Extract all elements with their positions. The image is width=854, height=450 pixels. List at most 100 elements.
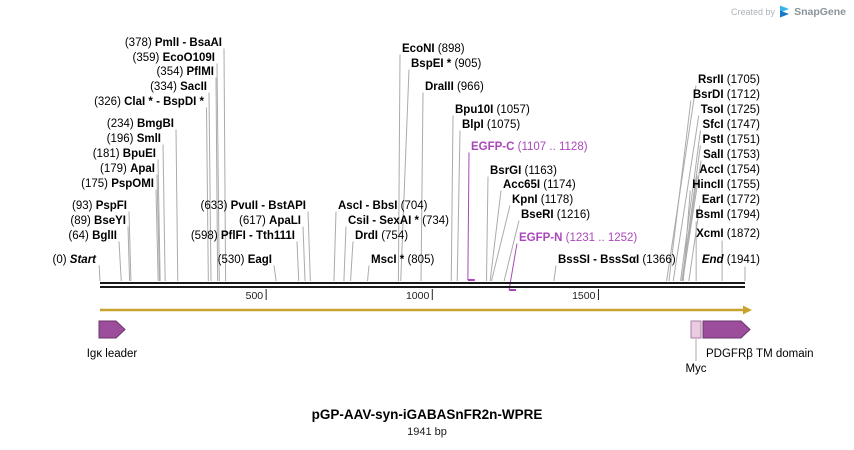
site-leader-bmgbi (175, 129, 179, 282)
site-label-sfci[interactable]: SfcI (1747) (702, 119, 760, 131)
feature-pdgfr-tm-domain[interactable] (702, 320, 751, 339)
site-label-bpuei[interactable]: (181) BpuEI (93, 148, 156, 160)
feature-label-ig-leader[interactable]: Igκ leader (87, 348, 138, 360)
site-leader-bseri (503, 220, 520, 282)
site-label-csii-sexai[interactable]: CsiI - SexAI * (734) (348, 215, 449, 227)
credit-prefix-text: Created by (731, 6, 776, 17)
site-leader-acc65i (489, 190, 502, 282)
site-label-pflfi-tth111i[interactable]: (598) PflFI - Tth111I (191, 230, 295, 242)
site-label-bpu10i[interactable]: Bpu10I (1057) (455, 104, 530, 116)
site-label-bsmi[interactable]: BsmI (1794) (695, 209, 760, 221)
site-leader-csii-sexai (343, 226, 347, 282)
site-label-start[interactable]: (0) Start (53, 254, 98, 266)
site-leader-asci-bbsi (333, 211, 337, 282)
site-leader-pspfi (128, 211, 132, 282)
site-leader-ecoo109i (216, 63, 220, 282)
site-label-smli[interactable]: (196) SmlI (107, 133, 161, 145)
plasmid-length: 1941 bp (407, 426, 447, 438)
site-leader-bsrdi (668, 100, 692, 282)
site-leader-clai-bspdi (206, 107, 209, 282)
site-label-egfp-c[interactable]: EGFP-C (1107 .. 1128) (471, 141, 588, 153)
site-label-kpni[interactable]: KpnI (1178) (512, 194, 573, 206)
site-label-end[interactable]: End (1941) (702, 254, 760, 266)
site-leader-sfci (680, 130, 701, 282)
site-label-bglii[interactable]: (64) BglII (68, 230, 117, 242)
feature-label-pdgfr-tm-domain[interactable]: PDGFRβ TM domain (706, 348, 814, 360)
site-label-blpi[interactable]: BlpI (1075) (462, 119, 520, 131)
title-block: pGP-AAV-syn-iGABASnFR2n-WPRE 1941 bp (0, 407, 854, 438)
site-leader-start (98, 265, 101, 282)
site-label-bsrgi[interactable]: BsrGI (1163) (490, 165, 557, 177)
site-leader-pspomi (155, 189, 159, 282)
site-leader-econi (397, 54, 401, 282)
site-label-asci-bbsi[interactable]: AscI - BbsI (704) (338, 200, 428, 212)
backbone-arrowhead-icon (743, 305, 752, 315)
ruler-label-500: 500 (246, 290, 264, 302)
site-label-apai[interactable]: (179) ApaI (100, 163, 155, 175)
credit-brand-text: SnapGene (794, 5, 846, 18)
site-leader-tsoi (672, 115, 700, 282)
site-label-pspfi[interactable]: (93) PspFI (72, 200, 127, 212)
site-label-rsrii[interactable]: RsrII (1705) (698, 74, 760, 86)
site-leader-bspei (400, 69, 410, 282)
site-label-drdi[interactable]: DrdI (754) (355, 230, 408, 242)
site-leader-apai (156, 174, 160, 282)
site-leader-bseyi (127, 226, 131, 282)
leader-lines-layer (98, 48, 746, 291)
feature-myc[interactable] (690, 320, 702, 339)
site-label-tsoi[interactable]: TsoI (1725) (701, 104, 760, 116)
site-label-draiii[interactable]: DraIII (966) (425, 81, 484, 93)
site-label-xcmi[interactable]: XcmI (1872) (696, 228, 760, 240)
site-leader-draiii (420, 92, 424, 282)
site-label-bspei[interactable]: BspEI * (905) (411, 58, 481, 70)
site-leader-bsssi-bsss-i (553, 265, 557, 282)
site-label-econi[interactable]: EcoNI (898) (402, 43, 465, 55)
site-label-eari[interactable]: EarI (1772) (702, 194, 760, 206)
site-label-pspomi[interactable]: (175) PspOMI (81, 178, 154, 190)
site-leader-pvuii-bstapi (307, 211, 311, 282)
site-leader-acci (682, 175, 698, 282)
site-label-acci[interactable]: AccI (1754) (699, 164, 760, 176)
site-leader-pflmi (215, 77, 219, 282)
site-leader-eari (688, 205, 701, 282)
site-leader-bsrgi (485, 176, 489, 282)
feature-label-myc[interactable]: Myc (685, 363, 706, 375)
feature-ig-leader[interactable] (98, 320, 126, 339)
site-leader-sacii (208, 92, 212, 282)
site-label-hincii[interactable]: HincII (1755) (692, 179, 760, 191)
site-leader-apali (302, 226, 306, 282)
site-label-bseyi[interactable]: (89) BseYI (70, 215, 126, 227)
site-label-pflmi[interactable]: (354) PflMI (156, 66, 214, 78)
site-label-psti[interactable]: PstI (1751) (702, 134, 760, 146)
site-label-acc65i[interactable]: Acc65I (1174) (503, 179, 576, 191)
map-layer: 500 1000 1500 (100, 282, 752, 315)
site-label-egfp-n[interactable]: EGFP-N (1231 .. 1252) (519, 232, 637, 244)
site-labels-layer: (378) PmlI - BsaAI (359) EcoO109I (354) Pf… (53, 37, 761, 266)
site-leader-msci (367, 265, 370, 282)
site-label-bseri[interactable]: BseRI (1216) (521, 209, 590, 221)
site-label-bsrdi[interactable]: BsrDI (1712) (693, 89, 760, 101)
site-leader-egfp-c (467, 152, 470, 281)
site-label-bmgbi[interactable]: (234) BmgBI (107, 118, 174, 130)
site-leader-bpuei (157, 159, 161, 282)
site-label-ecoo109i[interactable]: (359) EcoO109I (133, 52, 215, 64)
site-leader-pmli-bsaai (223, 48, 227, 282)
site-leader-drdi (350, 241, 354, 282)
site-label-apali[interactable]: (617) ApaLI (239, 215, 301, 227)
site-leader-bpu10i (450, 115, 454, 282)
site-label-eagi[interactable]: (530) EagI (218, 254, 272, 266)
site-leader-kpni (490, 205, 511, 282)
site-label-bsssi-bsss-i[interactable]: BssSI - BssSαI (1366) (558, 254, 676, 266)
plasmid-name: pGP-AAV-syn-iGABASnFR2n-WPRE (311, 407, 543, 422)
ruler-label-1500: 1500 (572, 290, 596, 302)
site-label-sali[interactable]: SalI (1753) (703, 149, 760, 161)
ruler-label-1000: 1000 (406, 290, 430, 302)
site-label-sacii[interactable]: (334) SacII (150, 81, 207, 93)
site-label-msci[interactable]: MscI * (805) (371, 254, 434, 266)
site-label-clai-bspdi[interactable]: (326) ClaI * - BspDI * (94, 96, 204, 108)
site-label-pmli-bsaai[interactable]: (378) PmlI - BsaAI (125, 37, 222, 49)
site-label-pvuii-bstapi[interactable]: (633) PvuII - BstAPI (201, 200, 306, 212)
